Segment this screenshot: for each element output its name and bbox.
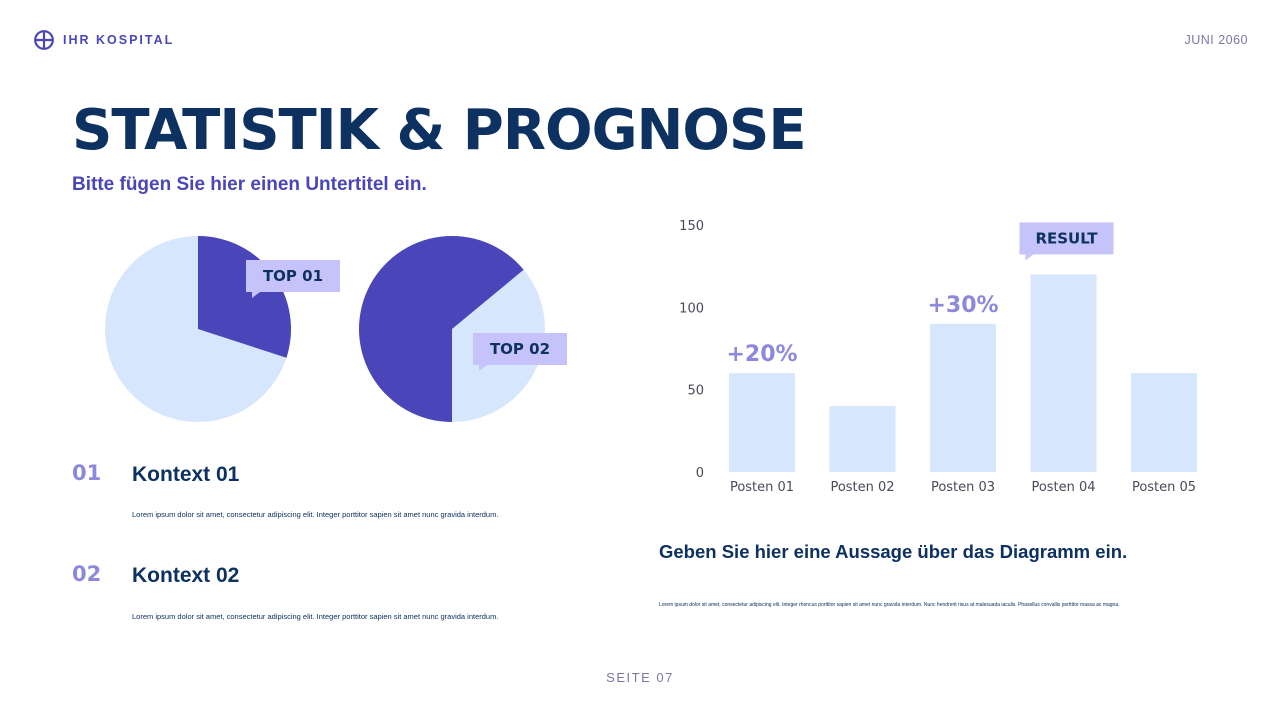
x-tick-label: Posten 02: [830, 480, 894, 495]
brand: IHR KOSPITAL: [34, 30, 174, 50]
context-2-text: Lorem ipsum dolor sit amet, consectetur …: [132, 612, 499, 621]
context-2-number: 02: [72, 562, 102, 586]
context-1-title: Kontext 01: [132, 463, 240, 486]
hospital-logo-icon: [34, 30, 54, 50]
pie-1-highlight-slice: [198, 236, 292, 358]
page-subtitle: Bitte fügen Sie hier einen Untertitel ei…: [72, 174, 427, 195]
pie-2-tag-label: TOP 02: [490, 340, 550, 358]
page-title: STATISTIK & PROGNOSE: [72, 98, 807, 163]
pie-1-tag-label: TOP 01: [263, 267, 323, 285]
context-1-text: Lorem ipsum dolor sit amet, consectetur …: [132, 510, 499, 519]
bar: [1131, 373, 1197, 472]
y-tick-label: 150: [679, 219, 704, 234]
chart-statement-title: Geben Sie hier eine Aussage über das Dia…: [659, 541, 1128, 562]
bar: [930, 323, 996, 472]
y-tick-label: 0: [696, 466, 704, 481]
result-tag-pointer: [1025, 254, 1034, 261]
context-2-title: Kontext 02: [132, 564, 240, 587]
x-tick-label: Posten 04: [1031, 480, 1095, 495]
page-number: SEITE 07: [606, 670, 674, 685]
chart-statement-text: Lorem ipsum dolor sit amet, consectetur …: [659, 602, 1120, 608]
y-axis: 0 50 100 150: [679, 219, 704, 481]
bars: [729, 274, 1197, 472]
result-tag: [1019, 222, 1114, 255]
bar: [729, 373, 795, 472]
pie-2-tag: TOP 02: [473, 333, 567, 371]
pie-1-tag: TOP 01: [246, 260, 340, 298]
growth-annotation: +30%: [927, 293, 998, 318]
annotations: +20% +30% RESULT: [726, 222, 1114, 367]
context-1-number: 01: [72, 461, 102, 485]
y-tick-label: 100: [679, 301, 704, 316]
bar: [1030, 274, 1097, 472]
x-tick-label: Posten 05: [1132, 480, 1196, 495]
result-tag-label: RESULT: [1035, 229, 1098, 247]
bar: [829, 406, 896, 472]
x-tick-label: Posten 03: [931, 480, 995, 495]
brand-name: IHR KOSPITAL: [63, 33, 175, 47]
date-label: JUNI 2060: [1184, 33, 1248, 47]
x-tick-label: Posten 01: [730, 480, 794, 495]
y-tick-label: 50: [687, 384, 704, 399]
x-axis: Posten 01 Posten 02 Posten 03 Posten 04 Post…: [730, 480, 1196, 495]
growth-annotation: +20%: [726, 342, 797, 367]
pie-charts: TOP 01 TOP 02: [105, 235, 567, 422]
pie-2-highlight-slice: [359, 235, 524, 422]
